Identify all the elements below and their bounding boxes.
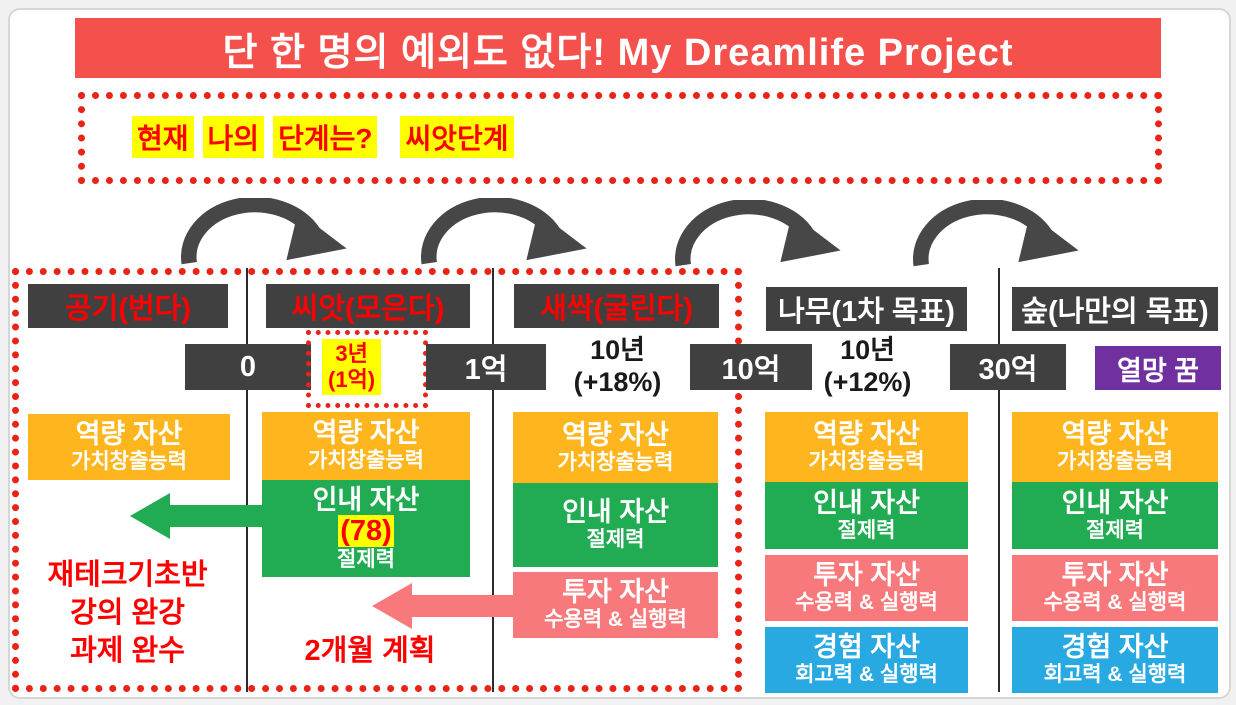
asset-title: 역량 자산 bbox=[813, 419, 920, 449]
current-phase-outline bbox=[12, 268, 742, 692]
asset-title: 역량 자산 bbox=[562, 419, 669, 450]
asset-title: 인내 자산 bbox=[813, 487, 920, 518]
column-divider bbox=[492, 268, 494, 692]
curved-arrow-icon bbox=[913, 200, 1079, 267]
asset-title: 인내 자산 bbox=[562, 497, 669, 527]
asset-subtitle: 가치창출능력 bbox=[808, 450, 925, 473]
asset-title: 인내 자산 bbox=[312, 484, 420, 515]
column-divider bbox=[246, 268, 248, 692]
milestone-dream: 열망 꿈 bbox=[1095, 346, 1221, 390]
milestone-1b: 10억 bbox=[690, 344, 812, 390]
current-stage-callout bbox=[78, 92, 1162, 184]
stage-label-seed: 씨앗(모은다) bbox=[266, 284, 470, 328]
asset-box-competency: 역량 자산 가치창출능력 bbox=[765, 412, 968, 482]
asset-subtitle: 절제력 bbox=[586, 528, 645, 551]
status-word: 단계는? bbox=[273, 116, 378, 158]
milestone-3b: 30억 bbox=[950, 344, 1066, 390]
asset-box-patience: 인내 자산 절제력 bbox=[765, 482, 968, 549]
green-left-arrow-icon bbox=[130, 493, 267, 539]
pink-left-arrow-icon bbox=[372, 583, 515, 629]
current-stage-text: 현재 나의 단계는? 씨앗단계 bbox=[132, 116, 523, 158]
stage-label-tree: 나무(1차 목표) bbox=[766, 287, 967, 331]
milestone-zero: 0 bbox=[185, 344, 311, 390]
asset-box-competency: 역량 자산 가치창출능력 bbox=[513, 412, 718, 483]
asset-box-investment: 투자 자산 수용력 & 실행력 bbox=[765, 555, 968, 621]
asset-box-experience: 경험 자산 회고력 & 실행력 bbox=[765, 627, 968, 693]
asset-title: 투자 자산 bbox=[562, 577, 669, 607]
asset-box-investment: 투자 자산 수용력 & 실행력 bbox=[1012, 555, 1218, 621]
seed-goal-outline bbox=[306, 330, 428, 408]
asset-box-competency: 역량 자산 가치창출능력 bbox=[1012, 412, 1218, 482]
asset-subtitle: 수용력 & 실행력 bbox=[544, 608, 687, 631]
milestone-seed-goal: 3년 (1억) bbox=[322, 339, 382, 395]
asset-title: 투자 자산 bbox=[813, 560, 920, 590]
asset-subtitle: 가치창출능력 bbox=[1057, 450, 1173, 473]
asset-box-investment: 투자 자산 수용력 & 실행력 bbox=[513, 572, 718, 638]
asset-title: 경험 자산 bbox=[813, 632, 920, 662]
asset-title: 역량 자산 bbox=[1061, 419, 1169, 449]
curved-arrow-icon bbox=[421, 198, 587, 265]
status-word: 나의 bbox=[202, 116, 265, 158]
asset-title: 역량 자산 bbox=[75, 419, 183, 449]
plan-note: 2개월 계획 bbox=[304, 635, 436, 667]
status-word: 현재 bbox=[132, 116, 194, 158]
asset-box-patience: 인내 자산 절제력 bbox=[1012, 482, 1218, 549]
asset-box-competency: 역량 자산 가치창출능력 bbox=[262, 412, 470, 480]
milestone-10y-18pct: 10년 (+18%) bbox=[573, 335, 662, 397]
asset-title: 투자 자산 bbox=[1061, 560, 1169, 590]
curved-arrow-icon bbox=[181, 198, 347, 265]
asset-box-experience: 경험 자산 회고력 & 실행력 bbox=[1012, 627, 1218, 693]
asset-box-competency: 역량 자산 가치창출능력 bbox=[28, 414, 230, 480]
asset-subtitle: 수용력 & 실행력 bbox=[1043, 591, 1187, 614]
asset-subtitle: 가치창출능력 bbox=[308, 449, 424, 472]
asset-subtitle: 회고력 & 실행력 bbox=[1043, 663, 1187, 686]
asset-subtitle: 회고력 & 실행력 bbox=[795, 663, 938, 686]
asset-subtitle: 절제력 bbox=[337, 547, 395, 571]
page-title: 단 한 명의 예외도 없다! My Dreamlife Project bbox=[75, 18, 1161, 78]
asset-subtitle: 절제력 bbox=[1086, 518, 1144, 542]
asset-box-patience: 인내 자산 절제력 bbox=[513, 483, 718, 567]
asset-box-patience: 인내 자산 (78) 절제력 bbox=[262, 480, 470, 577]
asset-title: 인내 자산 bbox=[1061, 487, 1169, 518]
column-divider bbox=[998, 268, 1000, 692]
asset-subtitle: 수용력 & 실행력 bbox=[795, 591, 938, 614]
stage-label-forest: 숲(나만의 목표) bbox=[1012, 287, 1218, 331]
milestone-100m: 1억 bbox=[426, 344, 546, 390]
left-task-note: 재테크기초반 강의 완강 과제 완수 bbox=[47, 559, 208, 667]
asset-title: 역량 자산 bbox=[312, 418, 420, 448]
asset-subtitle: 가치창출능력 bbox=[71, 450, 187, 473]
asset-score-badge: (78) bbox=[338, 514, 394, 547]
asset-subtitle: 가치창출능력 bbox=[557, 450, 674, 474]
milestone-10y-12pct: 10년 (+12%) bbox=[823, 335, 912, 397]
status-answer: 씨앗단계 bbox=[400, 116, 514, 158]
curved-arrow-icon bbox=[675, 200, 841, 267]
stage-label-air: 공기(번다) bbox=[28, 284, 228, 328]
stage-label-sprout: 새싹(굴린다) bbox=[514, 284, 719, 328]
asset-title: 경험 자산 bbox=[1061, 632, 1169, 662]
asset-subtitle: 절제력 bbox=[837, 518, 896, 542]
